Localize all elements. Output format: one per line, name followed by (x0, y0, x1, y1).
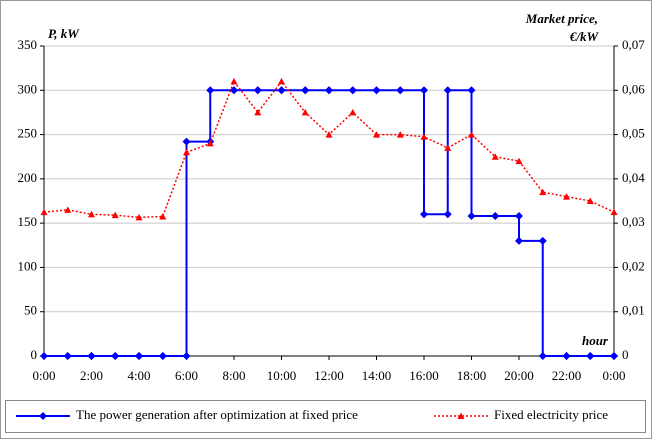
point-marker (420, 133, 428, 140)
point-marker (468, 131, 475, 138)
x-tick-label: 22:00 (552, 368, 582, 383)
point-marker (586, 352, 595, 360)
point-marker (396, 131, 404, 138)
point-marker (88, 210, 95, 218)
point-marker (515, 157, 523, 165)
x-tick-label: 20:00 (504, 368, 534, 383)
point-marker (586, 197, 594, 204)
point-marker (420, 210, 428, 219)
point-marker (373, 131, 380, 138)
point-marker (87, 352, 96, 360)
x-tick-label: 0:00 (602, 368, 625, 383)
y2-axis-label: €/kW (569, 29, 600, 44)
point-marker (40, 352, 48, 360)
point-marker (325, 86, 333, 95)
point-marker (538, 352, 547, 360)
point-marker (610, 208, 618, 216)
point-marker (135, 352, 143, 360)
point-marker (64, 206, 72, 213)
y-tick-label: 100 (18, 258, 38, 273)
y2-tick-label: 0,01 (622, 303, 645, 318)
point-marker (562, 352, 571, 360)
point-marker (563, 193, 570, 200)
legend-label: Fixed electricity price (494, 407, 608, 422)
point-marker (301, 86, 310, 95)
x-tick-label: 4:00 (127, 368, 150, 383)
point-marker (443, 86, 452, 95)
x-tick-label: 14:00 (362, 368, 392, 383)
point-marker (206, 139, 214, 147)
x-tick-label: 16:00 (409, 368, 439, 383)
point-marker (254, 108, 262, 116)
point-marker (278, 77, 285, 85)
point-marker (40, 208, 48, 216)
legend-box (5, 400, 646, 433)
y2-tick-label: 0,07 (622, 37, 645, 52)
point-marker (158, 352, 167, 360)
x-tick-label: 8:00 (222, 368, 245, 383)
point-marker (253, 86, 262, 95)
point-marker (610, 352, 618, 360)
y-axis-label: P, kW (48, 26, 80, 41)
x-tick-label: 0:00 (32, 368, 55, 383)
y2-tick-label: 0,06 (622, 81, 645, 96)
y2-tick-label: 0,04 (622, 170, 645, 185)
point-marker (444, 144, 452, 151)
y-tick-label: 0 (31, 347, 38, 362)
point-marker (230, 77, 238, 85)
y-tick-label: 200 (18, 170, 38, 185)
y2-tick-label: 0,03 (622, 214, 645, 229)
y-tick-label: 350 (18, 37, 38, 52)
point-marker (206, 86, 215, 95)
x-tick-label: 10:00 (267, 368, 297, 383)
point-marker (183, 148, 190, 156)
legend-marker (457, 412, 465, 419)
point-marker (491, 153, 499, 160)
y-tick-label: 150 (18, 214, 38, 229)
x-axis-label: hour (582, 333, 609, 348)
y2-tick-label: 0 (622, 347, 629, 362)
legend-label: The power generation after optimization … (76, 407, 358, 422)
y2-axis-label: Market price, (525, 11, 598, 26)
x-tick-label: 18:00 (457, 368, 487, 383)
point-marker (491, 212, 500, 221)
y-tick-label: 300 (18, 81, 38, 96)
x-tick-label: 2:00 (80, 368, 103, 383)
point-marker (111, 211, 119, 219)
point-marker (135, 213, 143, 221)
y-tick-label: 50 (24, 303, 37, 318)
point-marker (325, 131, 333, 138)
y2-tick-label: 0,05 (622, 126, 645, 141)
legend-marker (39, 412, 47, 420)
point-marker (63, 352, 72, 360)
point-marker (539, 188, 547, 196)
point-marker (349, 108, 357, 116)
y-tick-label: 250 (18, 126, 38, 141)
x-tick-label: 12:00 (314, 368, 344, 383)
point-marker (515, 236, 523, 245)
point-marker (159, 213, 167, 220)
point-marker (277, 86, 286, 95)
point-marker (348, 86, 357, 95)
point-marker (396, 86, 405, 95)
point-marker (182, 137, 191, 146)
point-marker (111, 352, 120, 360)
point-marker (301, 108, 309, 116)
x-tick-label: 6:00 (175, 368, 198, 383)
point-marker (467, 212, 476, 221)
y2-tick-label: 0,02 (622, 258, 645, 273)
point-marker (372, 86, 381, 95)
